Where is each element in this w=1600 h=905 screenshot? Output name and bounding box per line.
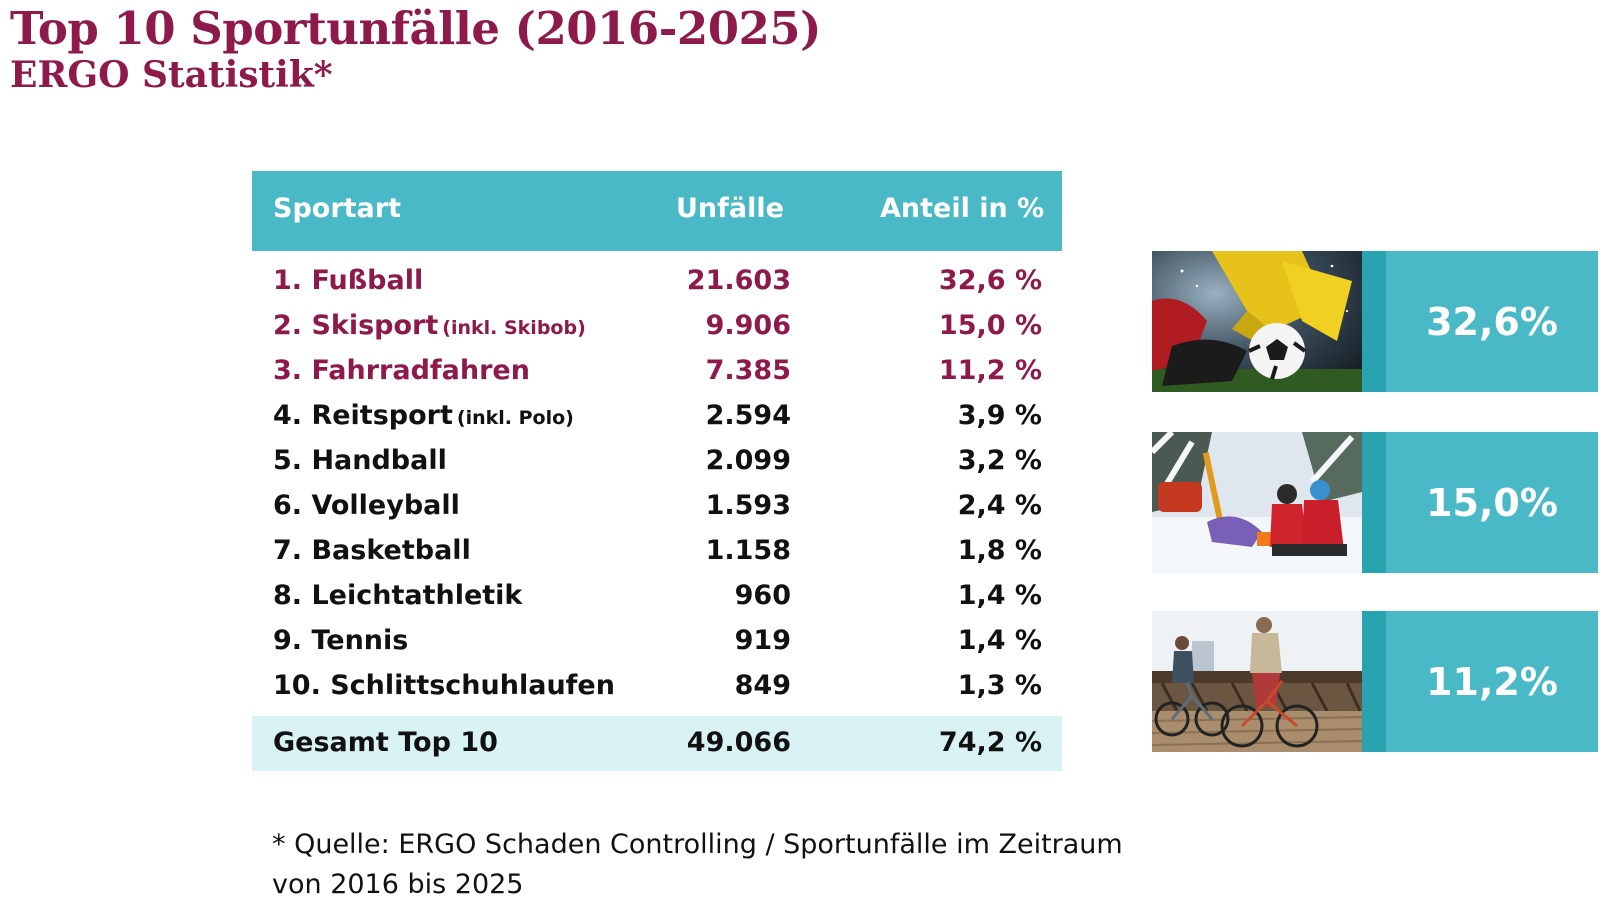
total-value: 49.066	[686, 727, 791, 758]
accident-share: 1,4 %	[957, 625, 1042, 656]
sport-label: 9. Tennis	[273, 625, 409, 656]
accident-table: Sportart Unfälle Anteil in % 1. Fußball 2…	[252, 171, 1062, 771]
highlight-value: 32,6%	[1386, 251, 1598, 392]
cycling-couple-photo	[1152, 611, 1362, 752]
sport-note: (inkl. Skibob)	[442, 317, 586, 339]
accident-count: 849	[734, 670, 791, 701]
accident-share: 32,6 %	[938, 265, 1042, 296]
highlight-value: 11,2%	[1386, 611, 1598, 752]
table-row: 8. Leichtathletik 960 1,4 %	[252, 574, 1062, 619]
highlight-card-fussball: 32,6%	[1152, 251, 1598, 392]
table-row: 2. Skisport (inkl. Skibob) 9.906 15,0 %	[252, 304, 1062, 349]
sport-note: (inkl. Polo)	[456, 407, 574, 429]
sport-label: 5. Handball	[273, 445, 447, 476]
highlight-card-fahrradfahren: 11,2%	[1152, 611, 1598, 752]
table-row: 9. Tennis 919 1,4 %	[252, 619, 1062, 664]
accident-share: 3,9 %	[957, 400, 1042, 431]
accident-share: 2,4 %	[957, 490, 1042, 521]
sport-label: 2. Skisport	[273, 310, 439, 341]
highlight-card-skisport: 15,0%	[1152, 432, 1598, 573]
ski-rescue-photo	[1152, 432, 1362, 573]
accident-share: 1,4 %	[957, 580, 1042, 611]
sport-name: 4. Reitsport (inkl. Polo)	[273, 400, 574, 431]
sport-label: 4. Reitsport	[273, 400, 453, 431]
accident-share: 11,2 %	[938, 355, 1042, 386]
table-header: Sportart Unfälle Anteil in %	[252, 171, 1062, 251]
sport-name: 8. Leichtathletik	[273, 580, 522, 611]
table-row: 1. Fußball 21.603 32,6 %	[252, 259, 1062, 304]
table-row: 6. Volleyball 1.593 2,4 %	[252, 484, 1062, 529]
accident-count: 919	[734, 625, 791, 656]
sport-label: 7. Basketball	[273, 535, 471, 566]
table-row: 4. Reitsport (inkl. Polo) 2.594 3,9 %	[252, 394, 1062, 439]
accident-count: 2.594	[705, 400, 791, 431]
column-header-anteil: Anteil in %	[880, 193, 1045, 224]
accident-count: 1.158	[705, 535, 791, 566]
sport-name: 9. Tennis	[273, 625, 408, 656]
accent-strip	[1362, 432, 1386, 573]
table-row: 7. Basketball 1.158 1,8 %	[252, 529, 1062, 574]
highlight-value: 15,0%	[1386, 432, 1598, 573]
accident-count: 960	[734, 580, 791, 611]
accident-share: 3,2 %	[957, 445, 1042, 476]
sport-label: 3. Fahrradfahren	[273, 355, 530, 386]
footnote-line-1: * Quelle: ERGO Schaden Controlling / Spo…	[272, 829, 1123, 860]
accident-share: 15,0 %	[938, 310, 1042, 341]
accident-count: 21.603	[686, 265, 791, 296]
accident-count: 1.593	[705, 490, 791, 521]
sport-name: 5. Handball	[273, 445, 447, 476]
accident-share: 1,8 %	[957, 535, 1042, 566]
total-label: Gesamt Top 10	[273, 727, 498, 758]
sport-name: 6. Volleyball	[273, 490, 460, 521]
table-row: 3. Fahrradfahren 7.385 11,2 %	[252, 349, 1062, 394]
accent-strip	[1362, 611, 1386, 752]
sport-label: 6. Volleyball	[273, 490, 460, 521]
sport-label: 8. Leichtathletik	[273, 580, 523, 611]
sport-name: 1. Fußball	[273, 265, 423, 296]
table-body: 1. Fußball 21.603 32,6 % 2. Skisport (inkl. …	[252, 259, 1062, 709]
accident-count: 9.906	[705, 310, 791, 341]
accent-strip	[1362, 251, 1386, 392]
sport-label: 1. Fußball	[273, 265, 424, 296]
sport-name: 7. Basketball	[273, 535, 471, 566]
table-total-row: Gesamt Top 10 49.066 74,2 %	[252, 716, 1062, 771]
accident-count: 2.099	[705, 445, 791, 476]
accident-share: 1,3 %	[957, 670, 1042, 701]
sport-name: 2. Skisport (inkl. Skibob)	[273, 310, 586, 341]
sport-label: 10. Schlittschuhlaufen	[273, 670, 615, 701]
sport-name: 3. Fahrradfahren	[273, 355, 530, 386]
table-row: 10. Schlittschuhlaufen 849 1,3 %	[252, 664, 1062, 709]
soccer-tackle-photo	[1152, 251, 1362, 392]
footnote-line-2: von 2016 bis 2025	[272, 869, 524, 900]
page-subtitle: ERGO Statistik*	[10, 54, 333, 96]
column-header-unfaelle: Unfälle	[676, 193, 784, 224]
accident-count: 7.385	[705, 355, 791, 386]
source-footnote: * Quelle: ERGO Schaden Controlling / Spo…	[272, 825, 1172, 905]
page-title: Top 10 Sportunfälle (2016-2025)	[10, 2, 821, 55]
table-row: 5. Handball 2.099 3,2 %	[252, 439, 1062, 484]
sport-name: 10. Schlittschuhlaufen	[273, 670, 615, 701]
total-share: 74,2 %	[938, 727, 1042, 758]
column-header-sportart: Sportart	[273, 193, 401, 224]
